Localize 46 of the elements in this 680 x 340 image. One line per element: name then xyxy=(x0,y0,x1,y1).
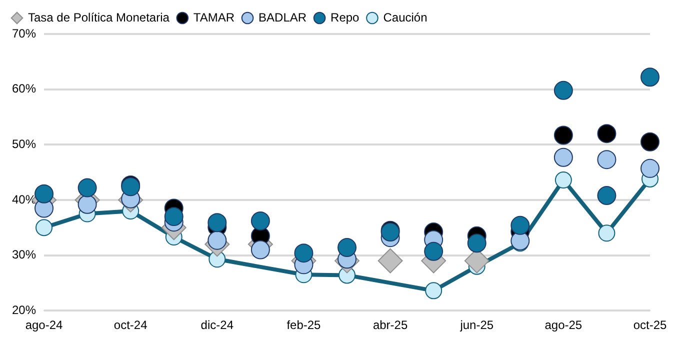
y-tick-label: 20% xyxy=(12,302,36,317)
y-tick-label: 70% xyxy=(12,26,36,40)
legend-label: Tasa de Política Monetaria xyxy=(28,10,170,24)
point xyxy=(640,158,660,178)
y-tick-label: 50% xyxy=(12,136,36,151)
x-tick-label: oct-25 xyxy=(633,318,667,332)
point xyxy=(78,194,97,214)
y-tick-label: 60% xyxy=(12,82,36,96)
y-tick-label: 30% xyxy=(12,248,36,262)
point xyxy=(425,282,442,300)
point xyxy=(554,148,573,167)
point xyxy=(598,224,616,242)
legend-label: Caución xyxy=(383,10,428,24)
point xyxy=(640,68,660,87)
point xyxy=(640,132,660,152)
x-tick-label: dic-24 xyxy=(200,318,234,332)
point xyxy=(208,213,227,232)
point xyxy=(597,150,616,170)
point xyxy=(338,238,357,258)
point xyxy=(36,219,53,236)
point xyxy=(554,80,573,100)
x-tick-label: jun-25 xyxy=(459,318,494,332)
legend-label: BADLAR xyxy=(258,10,307,24)
point xyxy=(164,207,184,226)
point xyxy=(597,124,616,144)
point xyxy=(208,230,227,250)
point xyxy=(467,234,486,253)
x-tick-label: abr-25 xyxy=(372,318,408,332)
point xyxy=(510,216,530,235)
point xyxy=(554,172,572,189)
point xyxy=(294,244,314,263)
point xyxy=(554,126,573,145)
point xyxy=(250,240,270,260)
x-tick-label: oct-24 xyxy=(114,318,148,332)
legend-label: TAMAR xyxy=(193,10,235,24)
point xyxy=(510,231,530,250)
point xyxy=(597,186,616,206)
point xyxy=(78,178,97,198)
x-tick-label: feb-25 xyxy=(286,318,322,332)
point xyxy=(424,242,444,261)
point xyxy=(34,184,54,204)
legend-label: Repo xyxy=(330,10,360,24)
point xyxy=(250,211,270,230)
point xyxy=(378,248,403,274)
x-tick-label: ago-25 xyxy=(544,318,582,332)
x-tick-label: ago-24 xyxy=(25,318,64,332)
